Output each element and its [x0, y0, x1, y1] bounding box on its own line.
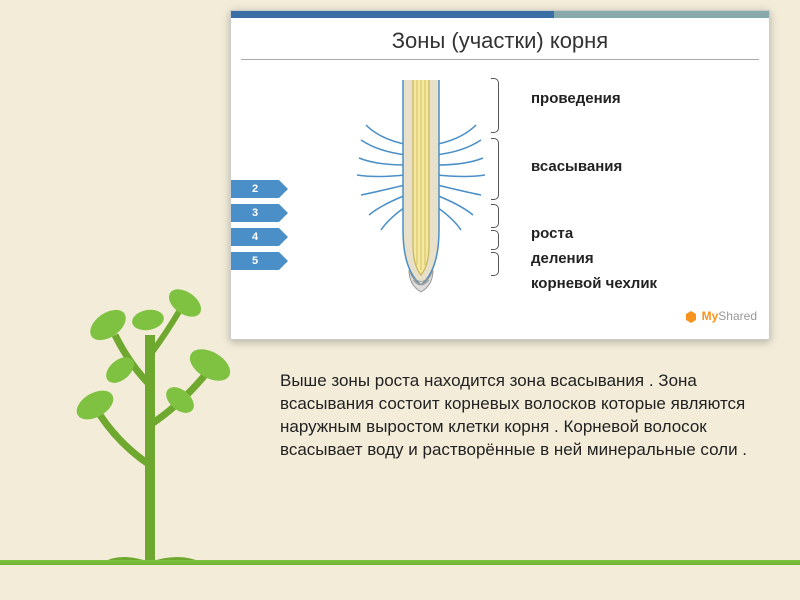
arrow-3: 3: [231, 204, 279, 222]
label-rosta: роста: [531, 225, 573, 242]
ground-line: [0, 560, 800, 565]
card-topbar: [231, 11, 769, 18]
label-chehlik: корневой чехлик: [531, 275, 657, 292]
card-title: Зоны (участки) корня: [241, 18, 759, 60]
arrow-2: 2: [231, 180, 279, 198]
zone-arrows: 2 3 4 5: [231, 180, 279, 276]
watermark-my: My: [702, 309, 719, 323]
watermark-shared: Shared: [718, 309, 757, 323]
body-paragraph: Выше зоны роста находится зона всасывани…: [280, 370, 760, 462]
bracket-2: [491, 138, 499, 200]
label-vsasyvaniya: всасывания: [531, 158, 622, 175]
root-diagram: [341, 70, 501, 320]
bracket-4: [491, 230, 499, 250]
diagram-card: Зоны (участки) корня 2 3 4 5: [230, 10, 770, 340]
decorative-plant: [60, 215, 240, 565]
label-provedeniya: проведения: [531, 90, 621, 107]
label-deleniya: деления: [531, 250, 594, 267]
card-body: 2 3 4 5: [231, 60, 769, 330]
watermark: MyShared: [684, 309, 757, 324]
bracket-1: [491, 78, 499, 133]
bracket-5: [491, 252, 499, 276]
watermark-icon: [684, 310, 698, 324]
arrow-4: 4: [231, 228, 279, 246]
bracket-3: [491, 204, 499, 228]
arrow-5: 5: [231, 252, 279, 270]
